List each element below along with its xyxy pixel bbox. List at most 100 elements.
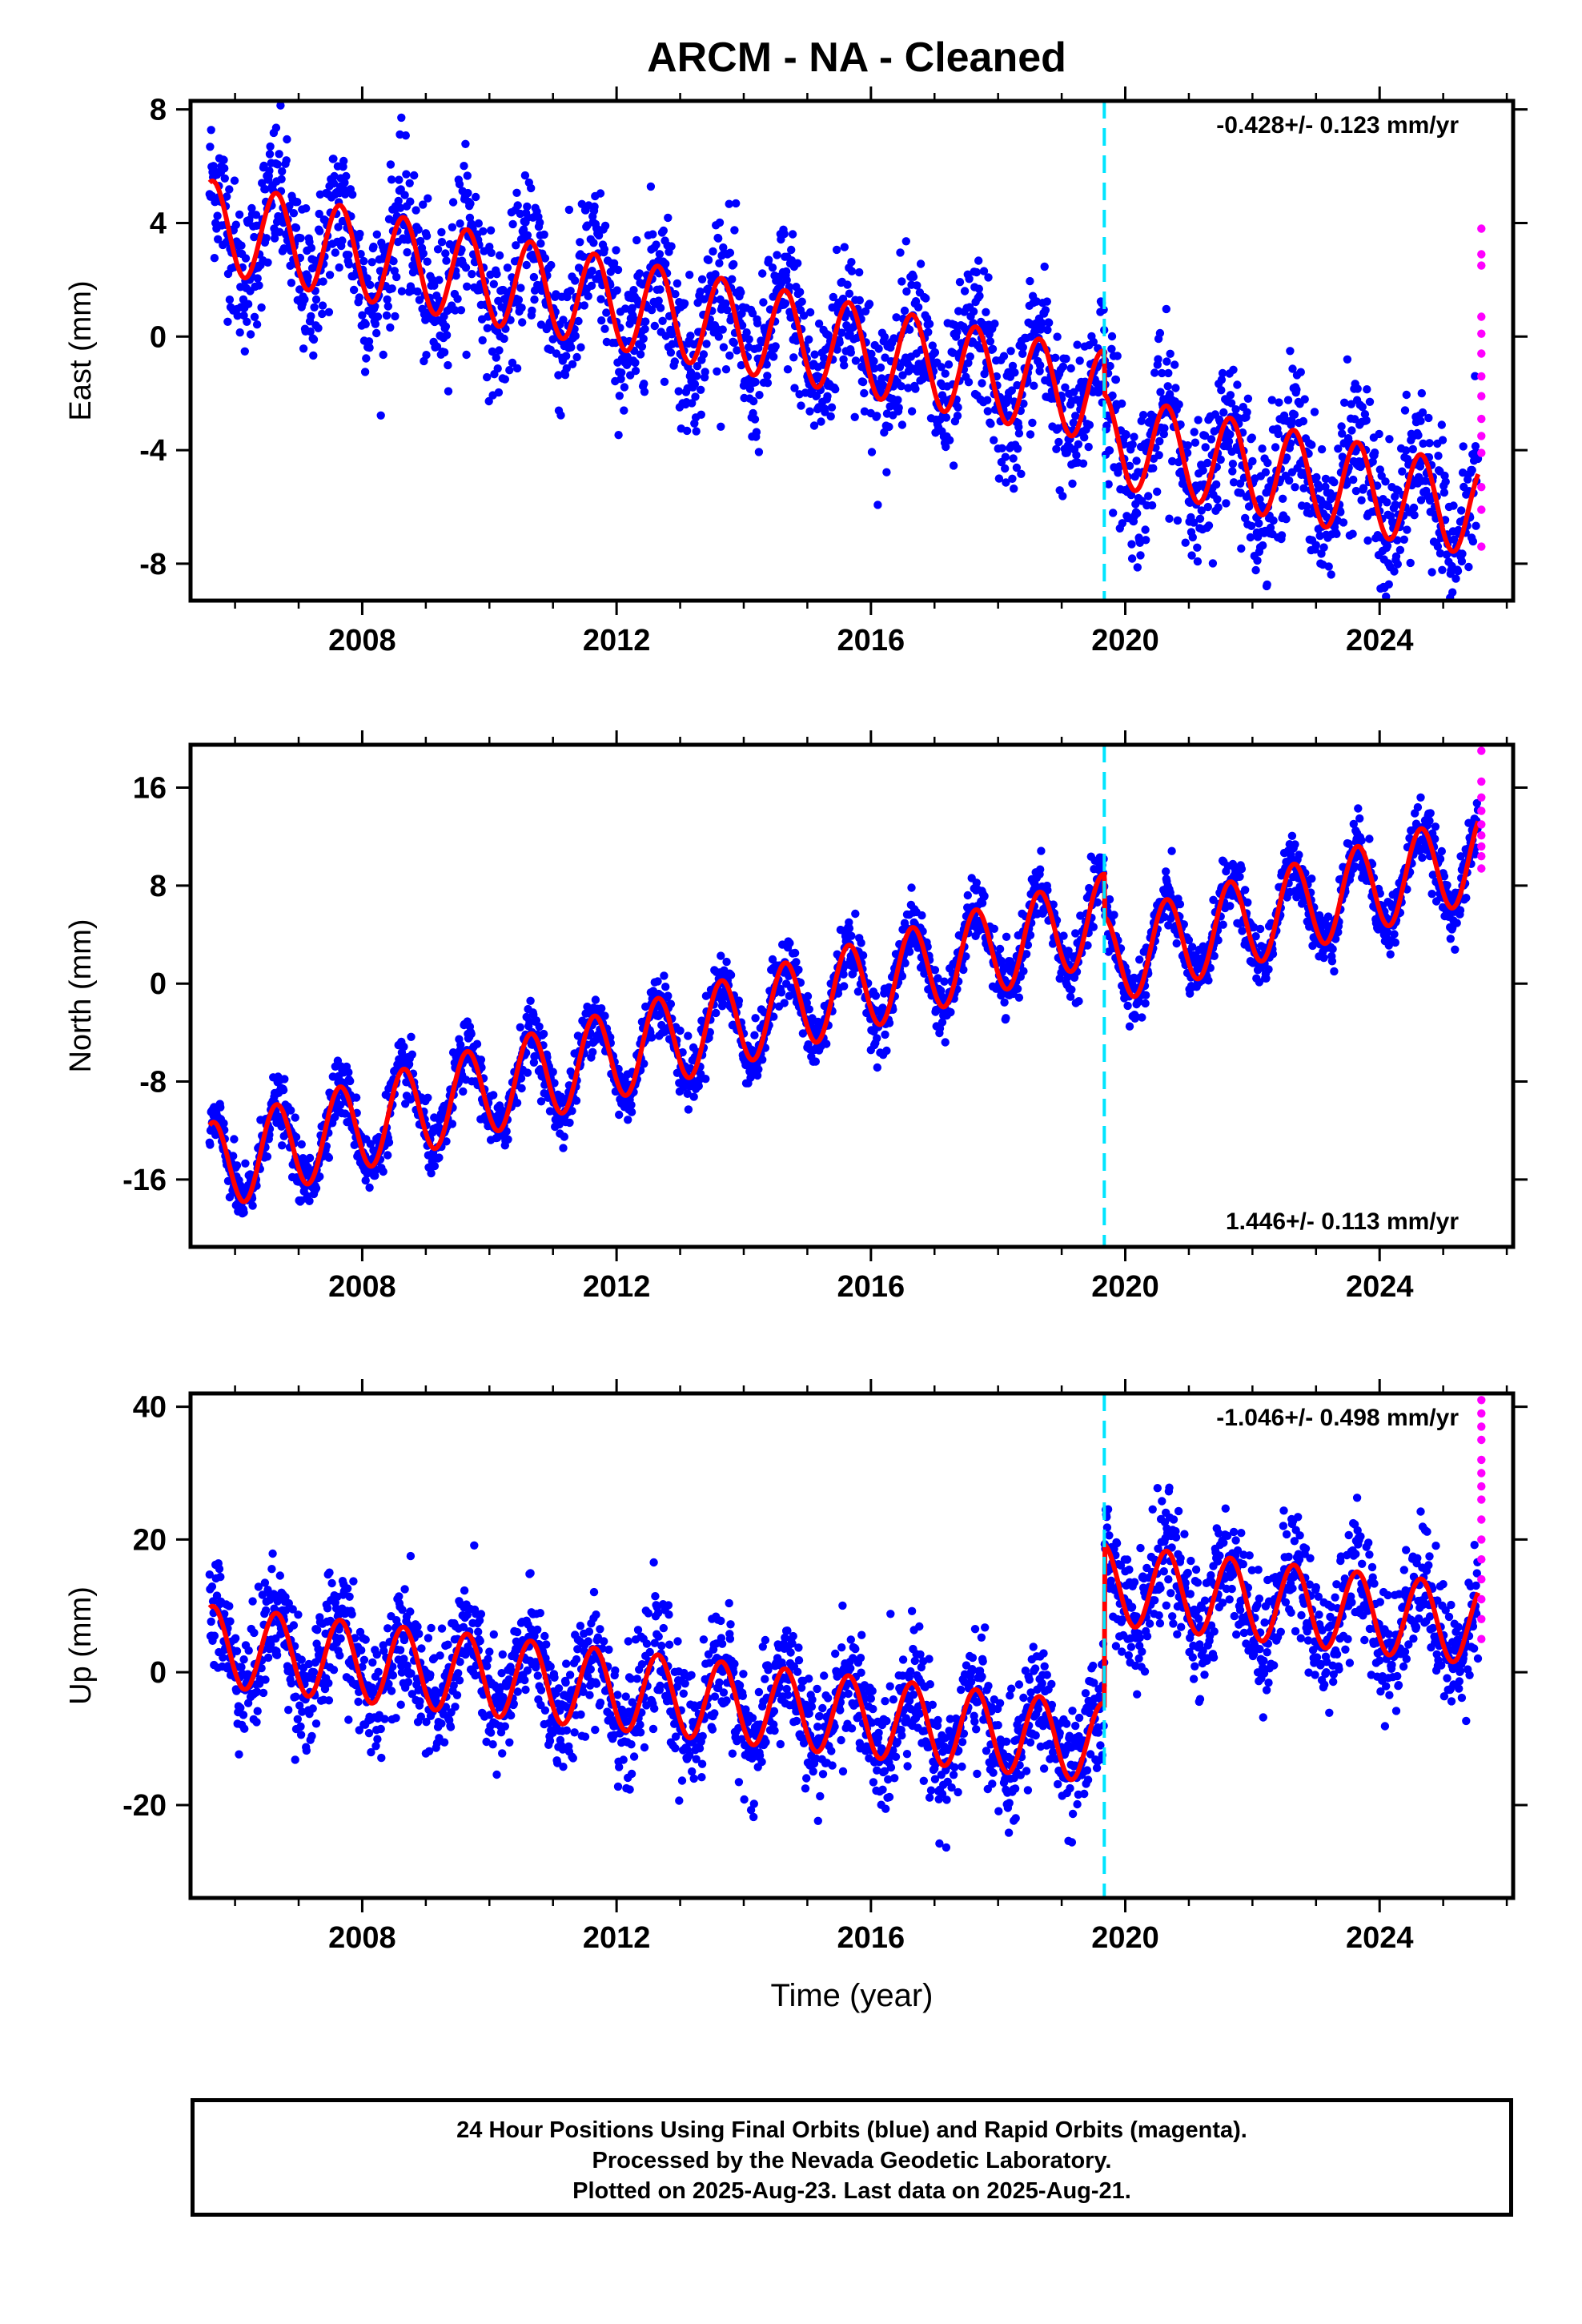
data-point xyxy=(1037,846,1046,855)
data-point xyxy=(1109,509,1118,517)
data-point xyxy=(984,273,993,282)
data-point xyxy=(1241,513,1250,523)
data-point xyxy=(907,407,917,416)
data-point xyxy=(855,296,865,305)
data-point xyxy=(631,366,640,376)
data-point xyxy=(667,242,676,251)
data-point xyxy=(250,312,259,321)
data-point xyxy=(1228,467,1237,476)
data-point xyxy=(1204,976,1213,985)
data-point xyxy=(587,281,596,290)
data-point xyxy=(1468,537,1478,546)
data-point xyxy=(1458,549,1467,558)
data-point xyxy=(506,316,515,324)
data-point xyxy=(860,388,869,398)
data-point xyxy=(750,415,760,424)
data-point xyxy=(463,171,472,180)
data-point xyxy=(693,372,701,380)
data-point xyxy=(277,175,286,183)
data-point xyxy=(697,385,705,394)
rapid-point xyxy=(1477,542,1486,551)
data-point xyxy=(817,417,825,426)
data-point xyxy=(219,1119,228,1128)
data-point xyxy=(540,230,548,239)
data-point xyxy=(1123,1001,1132,1011)
data-point xyxy=(1324,562,1333,571)
data-point xyxy=(421,316,430,324)
data-point xyxy=(588,267,596,275)
data-point xyxy=(566,287,575,296)
data-point xyxy=(858,377,868,387)
data-point xyxy=(371,320,380,328)
data-point xyxy=(568,1107,576,1116)
data-point xyxy=(840,982,849,991)
data-point xyxy=(1154,451,1163,460)
data-point xyxy=(584,292,592,300)
data-point xyxy=(686,332,695,340)
data-point xyxy=(241,254,251,263)
data-point xyxy=(1348,529,1357,538)
data-point xyxy=(930,966,940,975)
data-point xyxy=(1167,846,1176,855)
data-point xyxy=(568,360,577,368)
data-point xyxy=(1191,438,1200,447)
data-point xyxy=(387,175,396,184)
data-point xyxy=(1238,927,1247,935)
data-point xyxy=(383,1151,392,1160)
data-point xyxy=(876,363,885,372)
data-point xyxy=(1173,516,1182,525)
data-point xyxy=(283,135,291,144)
data-point xyxy=(822,1039,831,1048)
data-point xyxy=(287,1106,295,1115)
data-point xyxy=(397,287,407,296)
data-point xyxy=(334,223,343,231)
data-point xyxy=(1441,477,1450,486)
data-point xyxy=(419,200,428,209)
data-point xyxy=(1018,349,1027,358)
data-point xyxy=(729,338,738,348)
final-orbit-points xyxy=(205,101,1483,646)
data-point xyxy=(536,1097,546,1106)
data-point xyxy=(769,352,778,361)
data-point xyxy=(402,170,411,179)
data-point xyxy=(314,324,323,332)
data-point xyxy=(1312,472,1321,482)
data-point xyxy=(986,337,995,346)
data-point xyxy=(858,951,868,960)
data-point xyxy=(363,274,371,283)
data-point xyxy=(1267,396,1277,404)
data-point xyxy=(1105,446,1114,455)
data-point xyxy=(547,260,556,270)
data-point xyxy=(661,259,670,268)
data-point xyxy=(693,298,702,308)
data-point xyxy=(379,1167,387,1176)
data-point xyxy=(892,313,901,322)
data-point xyxy=(303,272,312,281)
data-point xyxy=(805,335,813,344)
data-point xyxy=(466,199,475,208)
data-point xyxy=(793,259,802,267)
data-point xyxy=(673,279,682,288)
data-point xyxy=(560,371,570,380)
data-point xyxy=(384,1138,394,1147)
data-point xyxy=(1451,638,1459,646)
data-point xyxy=(916,259,926,268)
data-point xyxy=(1288,364,1297,373)
data-point xyxy=(969,307,978,316)
data-point xyxy=(291,1132,301,1142)
data-point xyxy=(1217,386,1226,395)
data-point xyxy=(1219,408,1228,417)
data-point xyxy=(614,431,623,440)
data-point xyxy=(709,247,717,256)
data-point xyxy=(1424,413,1433,423)
data-point xyxy=(1166,349,1174,358)
data-point xyxy=(949,348,958,357)
data-point xyxy=(846,348,856,357)
data-point xyxy=(271,123,281,132)
data-point xyxy=(737,360,746,370)
data-point xyxy=(684,1105,693,1114)
data-point xyxy=(979,267,989,275)
data-point xyxy=(461,263,471,272)
data-point xyxy=(1013,444,1022,453)
